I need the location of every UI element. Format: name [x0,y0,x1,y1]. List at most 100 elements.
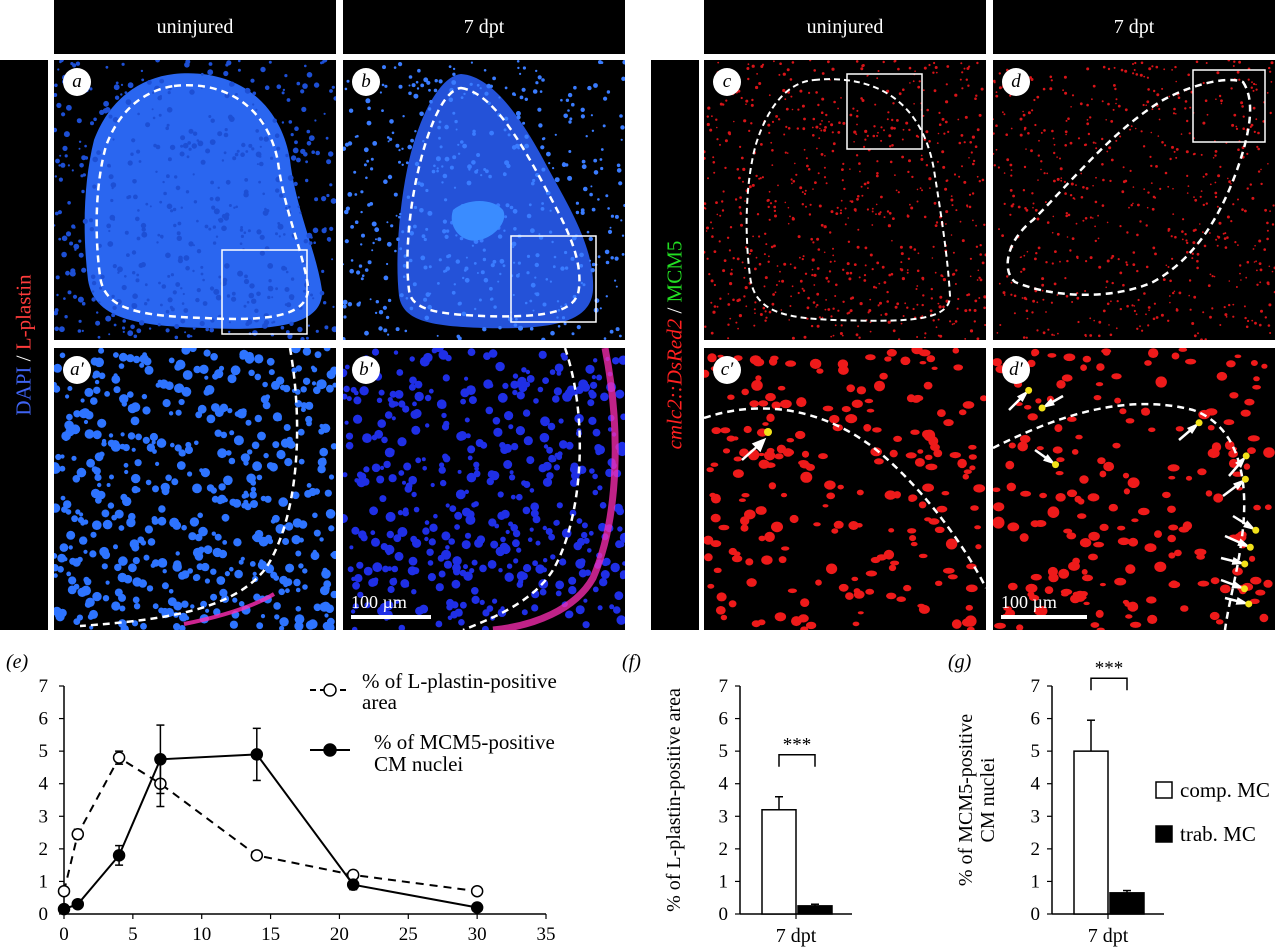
nucleus [760,143,763,146]
nucleus [554,133,557,136]
nucleus [815,91,818,94]
nucleus [869,330,872,333]
nucleus [1053,282,1057,286]
nucleus [394,249,397,253]
nucleus [895,189,898,192]
nucleus [172,207,177,212]
nucleus [615,389,625,399]
nucleus [1082,355,1092,363]
nucleus [937,409,946,417]
nucleus [365,176,368,180]
nucleus [1247,78,1250,81]
nucleus [995,124,998,127]
nucleus [305,336,309,340]
nucleus [1076,296,1080,300]
nucleus [889,449,898,458]
nucleus [1264,504,1272,510]
nucleus [952,251,955,254]
nucleus [1242,115,1245,118]
nucleus [1073,198,1076,200]
nucleus [157,516,167,526]
nucleus [864,264,867,267]
nucleus [749,400,759,408]
nucleus [1175,148,1179,151]
nucleus [464,376,469,381]
nucleus [875,203,878,206]
nucleus [767,198,770,202]
nucleus [1010,127,1013,130]
arrow-icon [741,437,767,461]
nucleus [200,600,208,608]
nucleus [398,160,401,164]
nucleus [704,150,706,154]
nucleus [179,625,186,630]
nucleus [1044,201,1047,204]
nucleus [1077,320,1080,324]
nucleus [152,91,155,94]
nucleus [1080,364,1087,371]
nucleus [181,348,191,355]
nucleus [787,206,790,209]
nucleus [800,626,809,630]
nucleus [127,330,134,337]
nucleus [1081,569,1088,575]
nucleus [720,614,728,621]
nucleus [1022,189,1026,192]
nucleus [908,128,911,132]
nucleus [1175,156,1178,159]
nucleus [473,262,477,265]
nucleus [521,367,527,373]
nucleus [993,502,1005,512]
nucleus [471,595,480,604]
nucleus [1099,523,1109,531]
nucleus [1224,313,1228,317]
nucleus [1124,108,1128,112]
nucleus [706,257,709,260]
nucleus [901,138,904,141]
nucleus [553,464,560,471]
nucleus [1010,169,1013,171]
nucleus [706,122,710,127]
nucleus [360,190,364,194]
nucleus [1186,250,1189,254]
nucleus [1092,217,1094,219]
nucleus [410,138,414,143]
nucleus [442,453,449,460]
nucleus [705,230,708,232]
nucleus [856,245,860,249]
nucleus [820,153,824,156]
nucleus [132,293,138,299]
nucleus [329,226,334,231]
nucleus [904,302,907,305]
nucleus [59,543,69,552]
proliferating-nucleus [1241,475,1249,483]
nucleus [872,134,876,138]
nucleus [1152,317,1156,321]
nucleus [1157,135,1160,137]
nucleus [1119,307,1122,311]
nucleus [1168,552,1176,559]
nucleus [1136,327,1139,330]
nucleus [445,545,450,550]
panel-label-a: a [63,68,91,96]
nucleus [168,357,175,364]
nucleus [489,470,500,481]
nucleus [194,440,199,446]
nucleus [176,235,182,241]
nucleus [230,365,241,376]
nucleus [152,116,156,120]
nucleus [851,576,859,582]
nucleus [250,479,257,486]
nucleus [754,301,757,304]
nucleus [725,99,728,102]
nucleus [828,120,830,123]
nucleus [65,394,70,399]
nucleus [591,129,595,132]
nucleus [343,385,350,393]
nucleus [233,206,236,209]
y-axis-label: % of MCM5-positive [955,714,977,886]
nucleus [1240,279,1242,281]
nucleus [1040,168,1042,171]
nucleus [158,113,162,117]
nucleus [324,325,329,330]
